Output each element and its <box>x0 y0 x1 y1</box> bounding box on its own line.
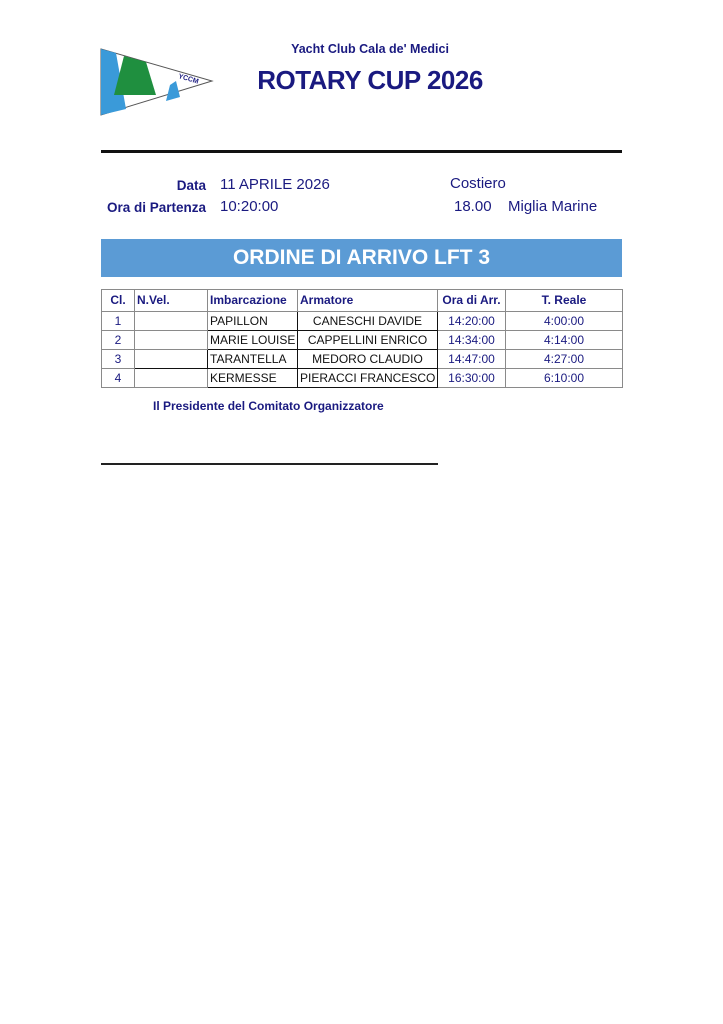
course-value: Costiero <box>450 175 506 192</box>
start-label: Ora di Partenza <box>106 200 206 215</box>
col-nvel: N.Vel. <box>134 289 208 312</box>
table-header: Cl. N.Vel. Imbarcazione Armatore Ora di … <box>101 289 623 312</box>
cell-cl: 3 <box>101 349 135 369</box>
cell-cl: 2 <box>101 330 135 350</box>
col-arrival: Ora di Arr. <box>437 289 506 312</box>
cell-arrival: 14:34:00 <box>437 330 506 350</box>
signature-line <box>101 463 438 465</box>
club-name: Yacht Club Cala de' Medici <box>291 42 449 56</box>
col-owner: Armatore <box>297 289 438 312</box>
date-label: Data <box>176 178 206 193</box>
distance-unit: Miglia Marine <box>508 198 598 215</box>
cell-nvel <box>134 349 208 369</box>
cell-owner: CANESCHI DAVIDE <box>297 311 438 331</box>
president-label: Il Presidente del Comitato Organizzatore <box>153 399 384 413</box>
cell-cl: 1 <box>101 311 135 331</box>
cell-boat: MARIE LOUISE <box>207 330 298 350</box>
cell-real-time: 4:00:00 <box>505 311 623 331</box>
table-row: 4 KERMESSE PIERACCI FRANCESCO 16:30:00 6:10:… <box>101 368 623 388</box>
table-row: 3 TARANTELLA MEDORO CLAUDIO 14:47:00 4:27:00 <box>101 349 623 369</box>
cell-arrival: 16:30:00 <box>437 368 506 388</box>
cell-real-time: 4:27:00 <box>505 349 623 369</box>
col-boat: Imbarcazione <box>207 289 298 312</box>
cell-boat: PAPILLON <box>207 311 298 331</box>
cell-boat: TARANTELLA <box>207 349 298 369</box>
col-real-time: T. Reale <box>505 289 623 312</box>
col-cl: Cl. <box>101 289 135 312</box>
cell-nvel <box>134 311 208 331</box>
page-title: ROTARY CUP 2026 <box>257 65 483 95</box>
start-value: 10:20:00 <box>220 198 279 215</box>
section-banner: ORDINE DI ARRIVO LFT 3 <box>101 239 622 277</box>
cell-nvel <box>134 368 208 388</box>
cell-owner: PIERACCI FRANCESCO <box>297 368 438 388</box>
results-table: Cl. N.Vel. Imbarcazione Armatore Ora di … <box>101 289 623 388</box>
table-row: 1 PAPILLON CANESCHI DAVIDE 14:20:00 4:00:00 <box>101 311 623 331</box>
table-row: 2 MARIE LOUISE CAPPELLINI ENRICO 14:34:00 4:… <box>101 330 623 350</box>
distance-value: 18.00 <box>454 198 492 215</box>
cell-arrival: 14:47:00 <box>437 349 506 369</box>
cell-arrival: 14:20:00 <box>437 311 506 331</box>
cell-real-time: 6:10:00 <box>505 368 623 388</box>
date-value: 11 APRILE 2026 <box>220 176 330 193</box>
divider <box>101 150 622 153</box>
cell-cl: 4 <box>101 368 135 388</box>
yccm-logo: YCCM <box>100 48 214 116</box>
cell-nvel <box>134 330 208 350</box>
cell-owner: MEDORO CLAUDIO <box>297 349 438 369</box>
cell-real-time: 4:14:00 <box>505 330 623 350</box>
cell-owner: CAPPELLINI ENRICO <box>297 330 438 350</box>
cell-boat: KERMESSE <box>207 368 298 388</box>
